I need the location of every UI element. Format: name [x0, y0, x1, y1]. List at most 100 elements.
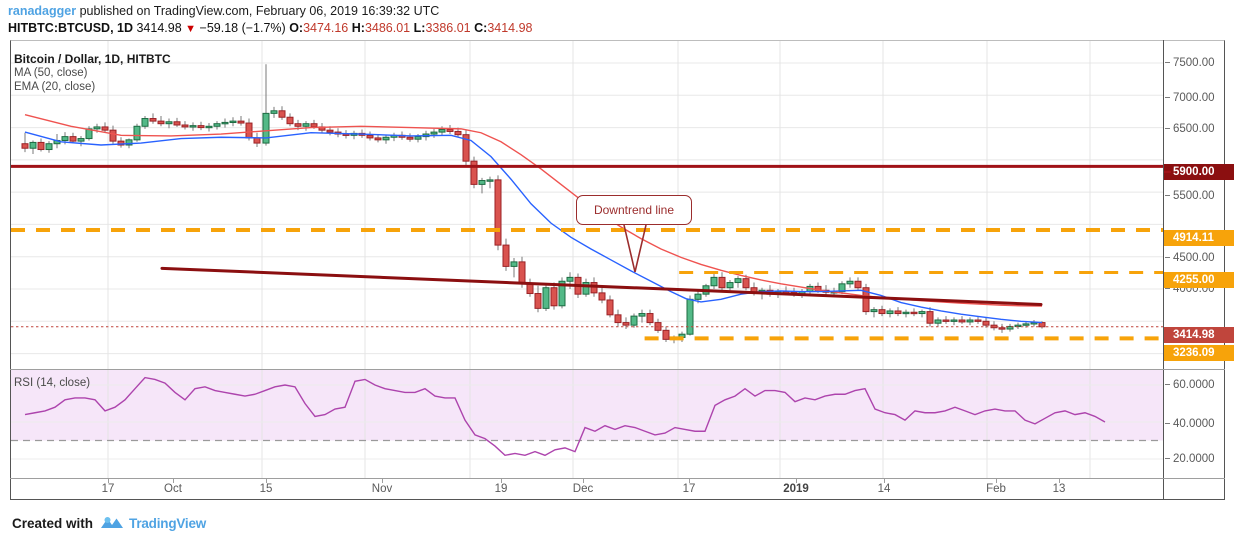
tick-mark-icon [1165, 458, 1170, 460]
price-axis-badge[interactable]: 3236.09 [1164, 345, 1234, 361]
price-change: −59.18 (−1.7%) [199, 21, 286, 35]
price-axis-separator [1163, 40, 1164, 500]
low-label: L: [413, 21, 426, 35]
price-axis-tick-label: 40.0000 [1173, 418, 1215, 430]
time-axis-tick-mark [884, 479, 885, 483]
time-axis-tick-mark [501, 479, 502, 483]
time-axis-tick-label: 13 [1052, 483, 1066, 495]
time-axis-tick-label: Feb [986, 483, 1006, 495]
callout-pointer [623, 224, 647, 273]
time-axis-tick-label: Nov [371, 483, 393, 495]
price-axis-tick-label: 60.0000 [1173, 379, 1215, 391]
price-axis-tick-label: 4500.00 [1173, 252, 1215, 264]
footer: Created with TradingView [12, 512, 206, 534]
tick-mark-icon [1165, 97, 1170, 99]
low-value: 3386.01 [425, 21, 471, 35]
callout-label: Downtrend line [593, 203, 675, 217]
high-value: 3486.01 [364, 21, 411, 35]
time-axis-tick-mark [996, 479, 997, 483]
price-axis-tick: 7500.00 [1164, 56, 1234, 70]
time-axis-tick-label: 19 [494, 483, 508, 495]
open-label: O: [289, 21, 304, 35]
price-axis-tick-label: 7000.00 [1173, 92, 1215, 104]
price-axis-badge[interactable]: 5900.00 [1164, 164, 1234, 180]
price-axis-tick: 20.0000 [1164, 452, 1234, 466]
time-axis-tick-mark [382, 479, 383, 483]
price-axis-badge-label: 3414.98 [1173, 329, 1215, 341]
tick-mark-icon [1165, 128, 1170, 130]
time-axis-tick-label: Oct [164, 483, 182, 495]
tick-mark-icon [1165, 62, 1170, 64]
time-axis-tick-label: Dec [572, 483, 594, 495]
ma50-line [24, 113, 1043, 307]
tick-mark-icon [1165, 384, 1170, 386]
badge-marker-icon [1164, 279, 1171, 281]
open-value: 3474.16 [303, 21, 349, 35]
chart-frame [10, 40, 1225, 500]
price-axis-badge-label: 4914.11 [1173, 232, 1214, 244]
price-axis-badge-label: 4255.00 [1173, 274, 1215, 286]
time-axis-tick-mark [1059, 479, 1060, 483]
downtrend-trendline [160, 266, 1043, 306]
price-axis-badge[interactable]: 4914.11 [1164, 230, 1234, 246]
price-axis-tick: 7000.00 [1164, 91, 1234, 105]
badge-marker-icon [1164, 334, 1171, 336]
downtrend-line-callout[interactable]: Downtrend line [576, 195, 692, 225]
time-axis-tick-mark [796, 479, 797, 483]
price-axis-tick-label: 7500.00 [1173, 57, 1215, 69]
author-name[interactable]: ranadagger [8, 4, 77, 18]
tradingview-brand-label[interactable]: TradingView [129, 515, 207, 531]
quote-line: HITBTC:BTCUSD, 1D 3414.98 ▼ −59.18 (−1.7… [8, 21, 1008, 37]
price-axis-badge[interactable]: 4255.00 [1164, 272, 1234, 288]
price-axis-tick-label: 20.0000 [1173, 453, 1215, 465]
badge-marker-icon [1164, 237, 1171, 239]
tick-mark-icon [1165, 257, 1170, 259]
time-axis-tick-label: 14 [877, 483, 891, 495]
rsi-line [24, 376, 1106, 457]
price-axis-tick: 40.0000 [1164, 417, 1234, 431]
price-axis-tick: 5500.00 [1164, 189, 1234, 203]
time-axis-tick-mark [266, 479, 267, 483]
created-with-label: Created with [12, 515, 94, 531]
price-axis-badge[interactable]: 3414.98 [1164, 327, 1234, 343]
candlestick-series [21, 64, 1046, 344]
tradingview-logo-icon [99, 514, 125, 532]
price-axis-tick-label: 5500.00 [1173, 190, 1215, 202]
symbol-label[interactable]: HITBTC:BTCUSD, 1D [8, 21, 133, 35]
rsi-band [11, 370, 1163, 441]
time-axis-tick-label: 17 [101, 483, 115, 495]
ema20-line [24, 131, 1043, 324]
chart-header: ranadagger published on TradingView.com,… [8, 4, 1008, 37]
time-axis-tick-mark [689, 479, 690, 483]
time-axis-tick-label: 17 [682, 483, 696, 495]
price-canvas [11, 41, 1163, 369]
time-axis-tick-label: 15 [259, 483, 273, 495]
price-axis-tick: 60.0000 [1164, 378, 1234, 392]
rsi-canvas [11, 370, 1163, 478]
price-axis-tick: 6500.00 [1164, 122, 1234, 136]
time-axis-separator [10, 478, 1225, 479]
price-axis-tick-label: 6500.00 [1173, 123, 1215, 135]
price-axis[interactable]: 7500.00 7000.00 6500.00 5500.00 4500.00 4000.… [1164, 41, 1234, 478]
rsi-pane[interactable] [11, 370, 1163, 478]
tick-mark-icon [1165, 423, 1170, 425]
price-axis-badge-label: 5900.00 [1173, 166, 1215, 178]
price-axis-tick: 4500.00 [1164, 251, 1234, 265]
time-axis-tick-label: 2019 [783, 483, 809, 495]
price-axis-badge-label: 3236.09 [1173, 347, 1215, 359]
down-triangle-icon: ▼ [185, 23, 197, 35]
last-price: 3414.98 [136, 21, 182, 35]
tick-mark-icon [1165, 195, 1170, 197]
badge-marker-icon [1164, 352, 1171, 354]
time-axis-tick-mark [108, 479, 109, 483]
price-pane[interactable] [11, 41, 1163, 369]
published-text: published on TradingView.com, February 0… [76, 4, 440, 18]
badge-marker-icon [1164, 171, 1171, 173]
time-axis-tick-mark [173, 479, 174, 483]
time-axis[interactable]: 17 Oct 15 Nov 19 Dec 17 2019 14 Feb 13 [11, 479, 1163, 500]
close-label: C: [474, 21, 488, 35]
tick-mark-icon [1165, 288, 1170, 290]
close-value: 3414.98 [487, 21, 533, 35]
time-axis-tick-mark [583, 479, 584, 483]
